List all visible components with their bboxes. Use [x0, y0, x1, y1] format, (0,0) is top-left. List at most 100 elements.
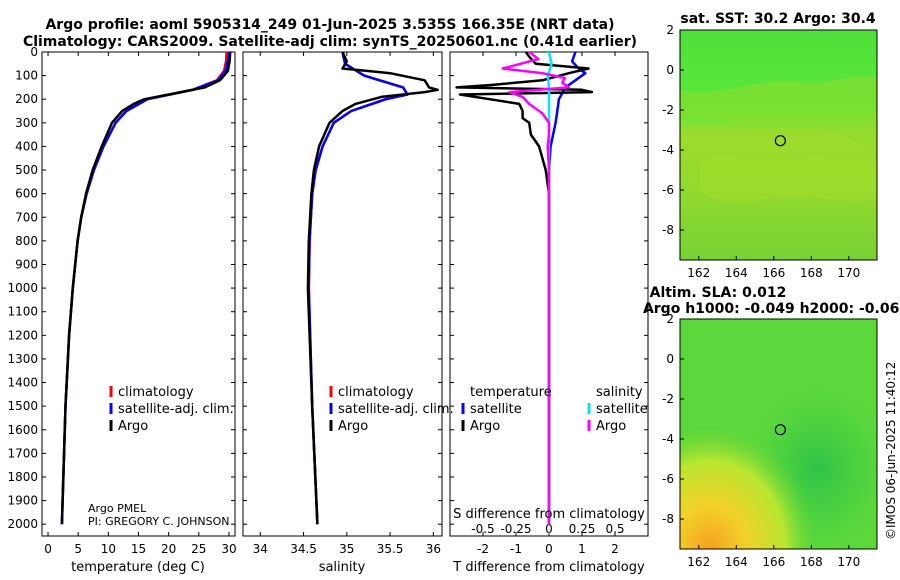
y-tick-label: 100	[15, 69, 38, 83]
figure-title-line1: Argo profile: aoml 5905314_249 01-Jun-20…	[45, 17, 614, 33]
y-tick-label: 1600	[7, 423, 38, 437]
y-tick-label: 1400	[7, 376, 38, 390]
map-x-tick-label: 170	[837, 555, 860, 569]
y-tick-label: 700	[15, 210, 38, 224]
difference-x2label: S difference from climatology	[453, 507, 645, 522]
sla-map-subtitle: Argo h1000: -0.049 h2000: -0.066	[643, 301, 900, 317]
y-tick-label: 1500	[7, 399, 38, 413]
legend-temperature-title: temperature	[470, 385, 552, 400]
x-tick-label: 1	[578, 542, 586, 556]
map-y-tick-label: 0	[666, 63, 674, 77]
salinity-x-axis: 34 34.5 35 35.5 36	[253, 52, 441, 556]
credit-program: Argo PMEL	[88, 502, 147, 515]
difference-panel: -2 -1 0 1 2 -0.5 -0.25 0 0.25 0.5 T difference f…	[449, 51, 649, 575]
series-line-climatology	[307, 52, 409, 525]
temperature-xlabel: temperature (deg C)	[71, 560, 205, 575]
map-y-tick-label: -2	[662, 392, 674, 406]
x-tick-label: 34	[253, 542, 268, 556]
series-line-t-satellite	[547, 52, 587, 525]
legend-s-argo-label: Argo	[596, 419, 626, 434]
y-tick-label: 1700	[7, 446, 38, 460]
map-y-tick-label: -8	[662, 512, 674, 526]
sst-warm-band	[680, 75, 877, 150]
y-tick-label: 2000	[7, 517, 38, 531]
difference-series-group	[455, 52, 594, 525]
difference-legend: temperature salinity satellite Argo sate…	[461, 385, 648, 434]
series-line-climatology	[60, 52, 228, 525]
legend-s-satellite-label: satellite	[596, 402, 648, 417]
map-x-tick-label: 168	[800, 266, 823, 280]
sla-map-axes: 162 164 166 168 170 -8 -6 -4 -2 0 2	[662, 312, 860, 569]
y-tick-label: 300	[15, 116, 38, 130]
temperature-x-axis: 0 5 10 15 20 25 30	[44, 52, 237, 556]
x-tick-label: 5	[74, 542, 82, 556]
credit-pi: PI: GREGORY C. JOHNSON	[88, 515, 229, 528]
x-tick-label: -2	[477, 542, 489, 556]
legend-climatology-label: climatology	[118, 385, 194, 400]
sst-map-title: sat. SST: 30.2 Argo: 30.4	[680, 11, 876, 27]
x2-tick-label: -0.25	[500, 522, 531, 536]
sst-map-axes: 162 164 166 168 170 -8 -6 -4 -2 0 2	[662, 23, 860, 280]
sla-map-frame	[679, 318, 878, 550]
y-tick-label: 600	[15, 187, 38, 201]
depth-axis: 0 100 200 300 400 500 600 700 800 900 1000 1100 1200…	[7, 45, 235, 531]
y-tick-label: 1000	[7, 281, 38, 295]
map-y-tick-label: 2	[666, 23, 674, 37]
x-tick-label: 35	[339, 542, 354, 556]
sla-map-title: Altim. SLA: 0.012	[650, 285, 787, 301]
legend-satellite-label: satellite-adj. clim.	[338, 402, 454, 417]
y-tick-label: 1200	[7, 328, 38, 342]
salinity-depth-ticks	[243, 51, 442, 525]
map-x-tick-label: 162	[687, 266, 710, 280]
y-tick-label: 0	[30, 45, 38, 59]
x-tick-label: 34.5	[290, 542, 317, 556]
series-line-s-argo	[501, 52, 571, 525]
series-line-satellite-adj-clim-	[307, 52, 409, 525]
salinity-xlabel: salinity	[319, 560, 366, 575]
series-line-argo	[60, 52, 232, 525]
temperature-axes-frame	[41, 51, 236, 537]
legend-climatology-label: climatology	[338, 385, 414, 400]
map-x-tick-label: 168	[800, 555, 823, 569]
map-y-tick-label: -2	[662, 103, 674, 117]
sst-map-frame	[679, 29, 878, 261]
legend-t-satellite-label: satellite	[470, 402, 522, 417]
y-tick-label: 1300	[7, 352, 38, 366]
map-y-tick-label: -6	[662, 183, 674, 197]
salinity-axes-frame	[242, 51, 443, 537]
map-y-tick-label: -6	[662, 472, 674, 486]
map-y-tick-label: -4	[662, 143, 674, 157]
y-tick-label: 1100	[7, 305, 38, 319]
temperature-legend: climatology satellite-adj. clim. Argo	[109, 385, 234, 434]
x-tick-label: 20	[161, 542, 176, 556]
sla-map-panel: Altim. SLA: 0.012 Argo h1000: -0.049 h20…	[643, 285, 900, 569]
series-line-satellite-adj-clim-	[60, 52, 231, 525]
map-x-tick-label: 170	[837, 266, 860, 280]
x-tick-label: 30	[221, 542, 236, 556]
sst-warm-patch	[700, 156, 877, 204]
map-x-tick-label: 166	[762, 266, 785, 280]
legend-satellite-label: satellite-adj. clim.	[118, 402, 234, 417]
salinity-series-group	[306, 52, 439, 525]
x-tick-label: 10	[101, 542, 116, 556]
y-tick-label: 500	[15, 163, 38, 177]
figure-title-line2: Climatology: CARS2009. Satellite-adj cli…	[23, 34, 637, 50]
map-y-tick-label: -4	[662, 432, 674, 446]
x-tick-label: 15	[131, 542, 146, 556]
sla-float-marker	[774, 424, 786, 436]
legend-argo-label: Argo	[338, 419, 368, 434]
difference-depth-ticks	[450, 51, 648, 525]
x2-tick-label: 0.25	[569, 522, 596, 536]
sst-map-panel: sat. SST: 30.2 Argo: 30.4 162 164 166 168 17…	[662, 11, 878, 280]
y-tick-label: 1900	[7, 494, 38, 508]
x-tick-label: 35.5	[377, 542, 404, 556]
timestamp: ©IMOS 06-Jun-2025 11:40:12	[884, 362, 898, 540]
series-line-t-argo	[455, 52, 594, 525]
legend-salinity-title: salinity	[596, 385, 643, 400]
map-x-tick-label: 164	[725, 266, 748, 280]
salinity-panel: 34 34.5 35 35.5 36 salinity climatology sate…	[242, 51, 454, 575]
salinity-legend: climatology satellite-adj. clim. Argo	[329, 385, 454, 434]
x-tick-label: 25	[191, 542, 206, 556]
map-y-tick-label: 0	[666, 352, 674, 366]
difference-xlabel: T difference from climatology	[452, 560, 645, 575]
